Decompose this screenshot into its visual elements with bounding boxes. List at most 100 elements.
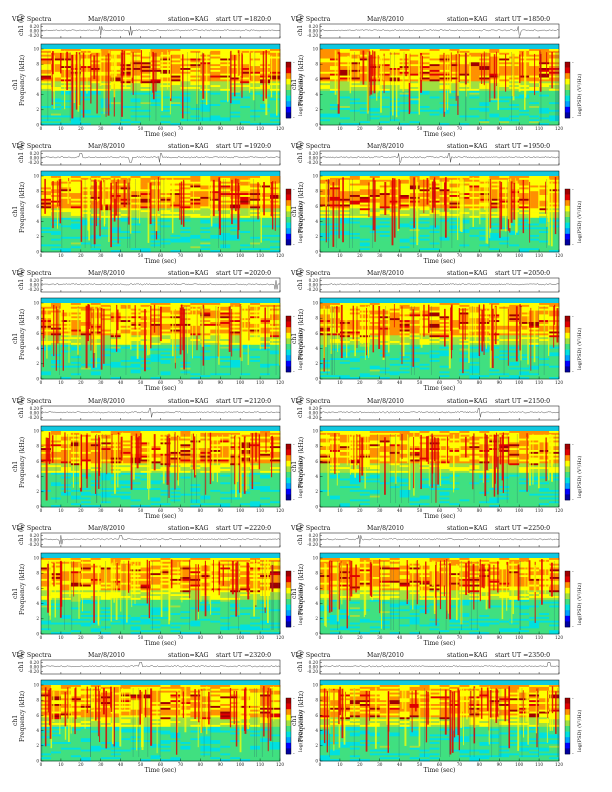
spectrogram-cell (379, 246, 391, 249)
spectrogram-cell (429, 221, 440, 224)
spectrogram-cell (140, 107, 151, 111)
sferic-streak (402, 54, 405, 92)
spectrogram-cell (60, 244, 72, 247)
spectrogram-cell (389, 77, 400, 80)
spectrogram-cell (240, 123, 251, 126)
spectrogram-cell (359, 189, 371, 192)
spectrogram-cell (409, 96, 420, 99)
spectrogram-cell (100, 202, 112, 205)
spectrogram-cell (539, 62, 550, 65)
spectrogram-cell (41, 240, 52, 243)
sferic-streak (202, 53, 205, 99)
spectrogram-cell (469, 242, 480, 245)
spectrogram-cell (260, 113, 271, 116)
spectrogram-cell (220, 113, 231, 116)
spectrogram-cell (150, 331, 161, 334)
spectrogram-cell (240, 198, 251, 201)
colorbar-segment (286, 112, 291, 119)
spectrogram-cell (339, 231, 351, 234)
spectrogram-cell (170, 87, 181, 90)
spectrogram-cell (499, 60, 510, 63)
spectrogram-cell (140, 71, 151, 74)
spectrogram-cell (429, 109, 440, 112)
spectrogram-cell (140, 111, 151, 114)
spectrogram-cell (379, 98, 391, 101)
spectrogram-cell (349, 242, 361, 245)
spectrogram-cell (110, 233, 121, 236)
spectrogram-cell (419, 113, 430, 116)
spectrogram-cell (41, 115, 52, 118)
spectrogram-cell (489, 109, 500, 112)
spectrogram-cell (70, 115, 82, 118)
spectrogram-cell (80, 58, 92, 61)
spectrogram-cell (120, 200, 131, 203)
spectrogram-cell (339, 111, 351, 114)
spectrogram-cell (190, 181, 201, 184)
spectrogram-cell (270, 331, 281, 334)
spectrogram-cell (230, 113, 241, 116)
spectrogram-cell (449, 68, 460, 71)
spectrogram-cell (60, 60, 72, 63)
colorbar-segment (565, 101, 570, 108)
spectrogram-cell (270, 177, 281, 181)
spectrogram-cell (320, 62, 331, 65)
spectrogram-cell (220, 223, 231, 226)
sferic-streak (464, 52, 467, 85)
spectrogram-cell (409, 234, 420, 238)
spectrogram-cell (210, 183, 221, 186)
spectrogram-cell (419, 75, 430, 78)
spectrogram-cell (339, 244, 351, 247)
spectrogram-cell (399, 113, 410, 116)
spectrogram-cell (240, 88, 251, 92)
spectrogram-cell (539, 234, 550, 238)
spectrogram-cell (379, 106, 391, 109)
spectrogram-cell (519, 196, 530, 200)
spectrogram-cell (539, 115, 550, 118)
spectrogram-cell (389, 68, 400, 71)
spectrogram-cell (230, 238, 241, 241)
spectrogram-cell (60, 339, 72, 342)
spike-line (328, 179, 329, 248)
spectrogram-cell (90, 75, 102, 78)
spectrogram-cell (220, 189, 231, 192)
spectrogram-cell (270, 236, 281, 239)
spectrogram-cell (130, 90, 141, 93)
spectrogram-cell (160, 92, 171, 95)
spectrogram-cell (369, 107, 381, 111)
spectrogram-cell (130, 56, 141, 59)
spectrogram-cell (389, 87, 400, 90)
spectrogram-cell (469, 64, 480, 67)
spectrogram-cell (130, 179, 141, 182)
spectrogram-cell (250, 60, 261, 63)
spectrogram-cell (150, 337, 161, 340)
spectrogram-cell (419, 100, 430, 103)
spectrogram-cell (190, 75, 201, 78)
spectrogram-cell (270, 94, 281, 97)
spectrogram-cell (240, 212, 251, 215)
spectrogram-cell (41, 181, 52, 184)
spectrogram-cell (170, 107, 181, 111)
spectrogram-cell (379, 234, 391, 238)
spectrogram-cell (130, 79, 141, 82)
spectrogram-cell (210, 200, 221, 203)
spectrogram-cell (210, 75, 221, 78)
spectrogram-cell (150, 238, 161, 241)
spectrogram-cell (160, 308, 171, 311)
spectrogram-cell (419, 98, 430, 101)
spectrogram-cell (190, 316, 201, 319)
spectrogram-cell (120, 303, 131, 306)
spectrogram-cell (160, 323, 171, 327)
spectrogram-cell (50, 90, 62, 93)
spectrogram-cell (379, 62, 391, 65)
spectrogram-cell (250, 227, 261, 230)
spectrogram-cell (339, 242, 351, 245)
spectrogram-cell (210, 221, 221, 224)
spectrogram-cell (60, 246, 72, 249)
spectrogram-cell (41, 208, 52, 211)
spectrogram-cell (539, 113, 550, 116)
spectrogram-cell (499, 64, 510, 67)
spectrogram-cell (449, 94, 460, 97)
spectrogram-cell (140, 60, 151, 63)
spectrogram-cell (359, 69, 371, 73)
spectrogram-cell (539, 240, 550, 243)
